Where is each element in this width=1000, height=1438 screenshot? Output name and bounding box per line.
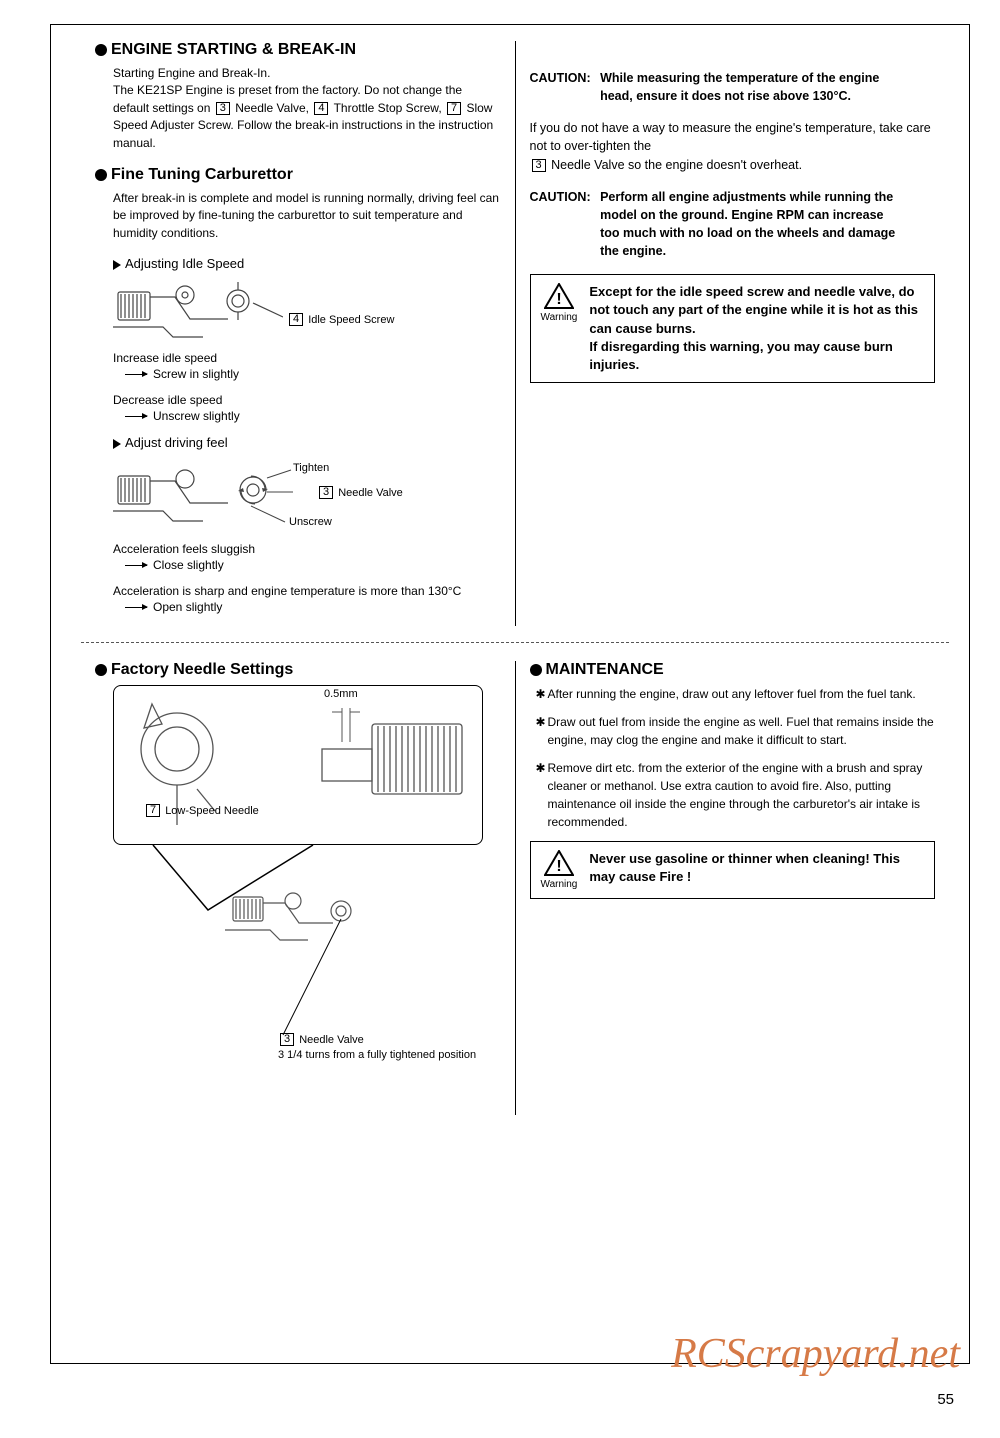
factory-svg [122,694,482,839]
carb-svg-1 [113,277,283,347]
svg-text:!: ! [556,858,561,875]
below-factory: 3 Needle Valve 3 1/4 turns from a fully … [113,845,483,1075]
upper-columns: ENGINE STARTING & BREAK-IN Starting Engi… [81,41,949,626]
diag1-label: 4 Idle Speed Screw [287,313,394,326]
sharp-block: Acceleration is sharp and engine tempera… [113,584,501,614]
lower-columns: Factory Needle Settings [81,661,949,1115]
sharp-action: Open slightly [125,600,501,614]
diag2-label: 3 Needle Valve [317,486,403,499]
decrease-block: Decrease idle speed Unscrew slightly [113,393,501,423]
caution-1: CAUTION: While measuring the temperature… [530,69,936,105]
warn-label-2: Warning [541,879,578,890]
warning-box-1: ! Warning Except for the idle speed scre… [530,274,936,383]
svg-text:!: ! [556,291,561,308]
maint-2: ✱Draw out fuel from inside the engine as… [536,713,936,749]
dec-action: Unscrew slightly [125,409,501,423]
carb-diagram-2: Tighten 3 Needle Valve Unscrew [113,456,473,538]
section2-intro: After break-in is complete and model is … [113,190,501,242]
increase-block: Increase idle speed Screw in slightly [113,351,501,381]
factory-box: 7 Low-Speed Needle 0.5mm [113,685,483,845]
watermark: RCScrapyard.net [671,1330,960,1378]
carb-diagram-1: 4 Idle Speed Screw [113,277,473,347]
plain-text: If you do not have a way to measure the … [530,119,936,173]
section2-title: Fine Tuning Carburettor [95,166,501,184]
left-column: ENGINE STARTING & BREAK-IN Starting Engi… [81,41,516,626]
slug-action: Close slightly [125,558,501,572]
inc-title: Increase idle speed [113,351,501,365]
carb-svg-2 [113,456,293,538]
page-number: 55 [937,1391,954,1408]
warn-text-1: Except for the idle speed screw and need… [589,283,924,374]
maint-3: ✱Remove dirt etc. from the exterior of t… [536,759,936,831]
warning-box-2: ! Warning Never use gasoline or thinner … [530,841,936,899]
sub-idle: Adjusting Idle Speed [113,256,501,271]
inc-action: Screw in slightly [125,367,501,381]
diag2-tighten: Tighten [293,462,329,474]
slug-title: Acceleration feels sluggish [113,542,501,556]
warn-text-2: Never use gasoline or thinner when clean… [589,850,924,886]
section1-body: Starting Engine and Break-In. The KE21SP… [113,65,501,152]
ref7-label: 7 Low-Speed Needle [144,804,259,817]
lower-left-column: Factory Needle Settings [81,661,516,1115]
diag2-unscrew: Unscrew [289,516,332,528]
dashed-separator [81,642,949,643]
sluggish-block: Acceleration feels sluggish Close slight… [113,542,501,572]
warning-icon-2: ! Warning [541,850,578,890]
section4-title: MAINTENANCE [530,661,936,679]
ref-7: 7 [447,102,461,115]
lower-right-column: MAINTENANCE ✱After running the engine, d… [516,661,950,1115]
warn-label: Warning [541,312,578,323]
sub-feel: Adjust driving feel [113,435,501,450]
maint-1: ✱After running the engine, draw out any … [536,685,936,703]
section1-title: ENGINE STARTING & BREAK-IN [95,41,501,59]
warning-icon: ! Warning [541,283,578,323]
right-column: CAUTION: While measuring the temperature… [516,41,950,626]
ref-3-right: 3 [532,159,546,172]
ref-3: 3 [216,102,230,115]
dim-label: 0.5mm [324,688,358,700]
section3-title: Factory Needle Settings [95,661,501,679]
sharp-title: Acceleration is sharp and engine tempera… [113,584,501,598]
dec-title: Decrease idle speed [113,393,501,407]
caution-2: CAUTION: Perform all engine adjustments … [530,188,936,261]
ref3-label-below: 3 Needle Valve [278,1033,364,1046]
ref3-note: 3 1/4 turns from a fully tightened posit… [278,1049,476,1061]
ref-4: 4 [314,102,328,115]
page-frame: ENGINE STARTING & BREAK-IN Starting Engi… [50,24,970,1364]
